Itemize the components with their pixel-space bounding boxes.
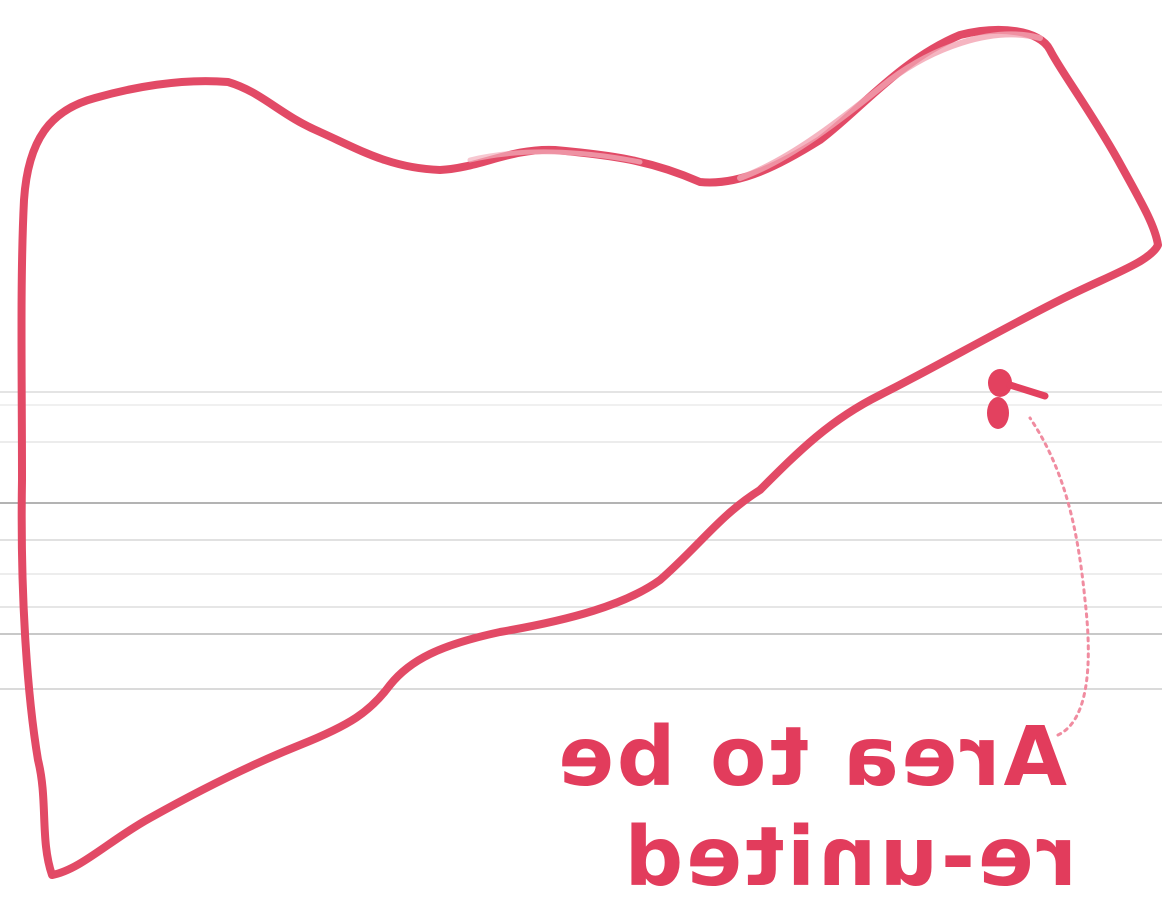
ink-blot-marker-bottom	[987, 397, 1009, 429]
ruled-lines	[0, 391, 1162, 690]
annotation-caption: Area to be re-united	[555, 710, 1077, 899]
annotation-line-2: re-united	[622, 810, 1077, 899]
curved-arrow-up-icon	[1028, 416, 1090, 737]
ink-blot-marker-tail	[1006, 381, 1049, 400]
faded-stroke-top-right	[737, 31, 1043, 181]
faded-stroke-top-middle	[467, 149, 643, 165]
ink-blot-marker-top	[988, 369, 1012, 397]
closed-region-outline	[17, 26, 1162, 879]
ink-blot-marker	[987, 369, 1049, 429]
annotation-line-1: Area to be	[555, 710, 1067, 805]
